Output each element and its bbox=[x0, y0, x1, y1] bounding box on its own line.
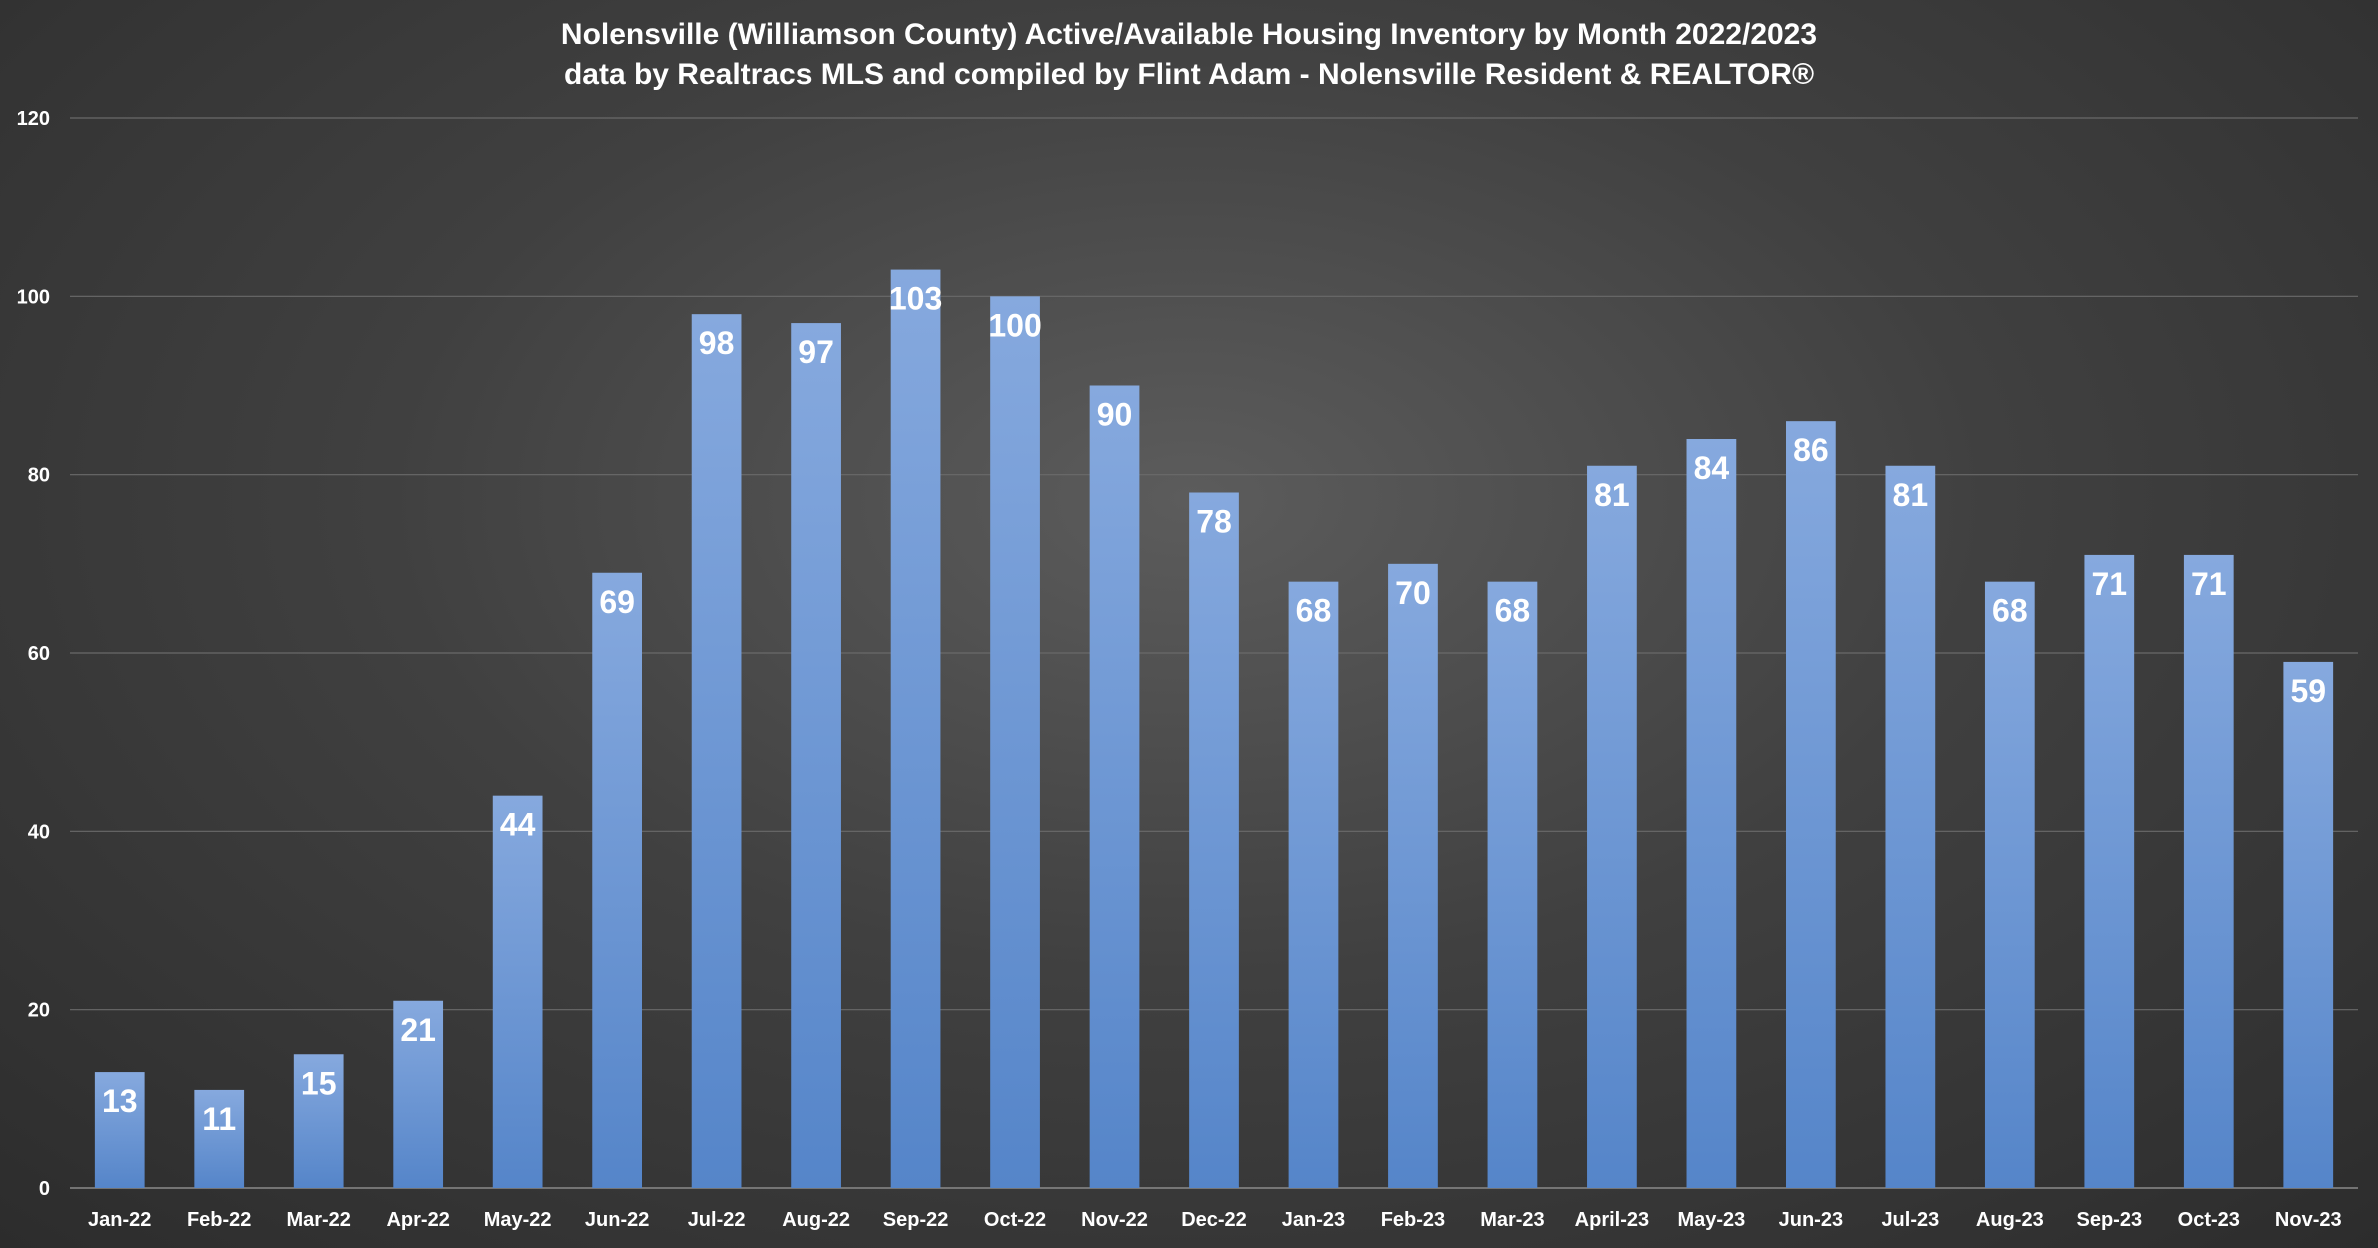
chart-title: Nolensville (Williamson County) Active/A… bbox=[561, 18, 1817, 51]
x-tick-label-Mar-22: Mar-22 bbox=[286, 1209, 350, 1231]
bar-May-22 bbox=[492, 795, 543, 1188]
bar-Apr-22 bbox=[393, 1000, 444, 1188]
y-tick-label-20: 20 bbox=[28, 1000, 50, 1022]
data-label-May-23: 84 bbox=[1694, 450, 1730, 486]
x-tick-label-Feb-22: Feb-22 bbox=[187, 1209, 251, 1231]
data-label-Mar-23: 68 bbox=[1495, 593, 1531, 629]
x-tick-label-Nov-22: Nov-22 bbox=[1081, 1209, 1148, 1231]
y-tick-label-100: 100 bbox=[17, 286, 50, 308]
x-tick-label-Jan-22: Jan-22 bbox=[88, 1209, 151, 1231]
gridlines bbox=[70, 117, 2358, 1189]
x-tick-label-Jun-23: Jun-23 bbox=[1779, 1209, 1843, 1231]
bar-Feb-23 bbox=[1388, 563, 1438, 1188]
bar-Aug-22 bbox=[791, 323, 841, 1188]
x-tick-label-Sep-22: Sep-22 bbox=[883, 1209, 949, 1231]
x-tick-label-May-23: May-23 bbox=[1677, 1209, 1745, 1231]
data-label-Sep-23: 71 bbox=[2092, 566, 2128, 602]
chart-subtitle: data by Realtracs MLS and compiled by Fl… bbox=[564, 58, 1814, 91]
bar-Sep-23 bbox=[2084, 554, 2135, 1188]
y-axis-ticks: 0 20 40 60 80 100 120 bbox=[17, 108, 50, 1200]
x-tick-label-Feb-23: Feb-23 bbox=[1381, 1209, 1445, 1231]
bar-Nov-23 bbox=[2283, 661, 2334, 1188]
y-tick-label-0: 0 bbox=[39, 1178, 50, 1200]
x-tick-label-Oct-23: Oct-23 bbox=[2178, 1209, 2240, 1231]
x-axis-ticks: Jan-22 Feb-22 Mar-22 Apr-22 May-22 Jun-22 Jul-… bbox=[88, 1209, 2342, 1231]
data-label-Jul-22: 98 bbox=[699, 325, 735, 361]
data-label-Feb-23: 70 bbox=[1395, 575, 1431, 611]
x-tick-label-Nov-23: Nov-23 bbox=[2275, 1209, 2342, 1231]
bars bbox=[94, 269, 2334, 1189]
x-tick-label-May-22: May-22 bbox=[484, 1209, 552, 1231]
data-label-Aug-23: 68 bbox=[1992, 593, 2028, 629]
data-label-Feb-22: 11 bbox=[202, 1101, 236, 1137]
y-tick-label-120: 120 bbox=[17, 108, 50, 130]
x-tick-label-April-23: April-23 bbox=[1575, 1209, 1649, 1231]
bar-Jul-22 bbox=[691, 314, 742, 1189]
x-tick-label-Jun-22: Jun-22 bbox=[585, 1209, 649, 1231]
x-tick-label-Aug-23: Aug-23 bbox=[1976, 1209, 2044, 1231]
y-tick-label-40: 40 bbox=[28, 821, 50, 843]
bar-Jun-22 bbox=[592, 572, 642, 1188]
data-label-Mar-22: 15 bbox=[301, 1065, 337, 1101]
bar-Jun-23 bbox=[1786, 421, 1836, 1189]
data-label-Nov-22: 90 bbox=[1097, 397, 1133, 433]
data-label-Aug-22: 97 bbox=[798, 334, 834, 370]
bar-Jul-23 bbox=[1885, 465, 1936, 1188]
x-tick-label-Jan-23: Jan-23 bbox=[1282, 1209, 1345, 1231]
x-tick-label-Aug-22: Aug-22 bbox=[782, 1209, 850, 1231]
data-label-Jan-22: 13 bbox=[102, 1083, 138, 1119]
data-label-Sep-22: 103 bbox=[889, 281, 942, 317]
bar-Sep-22 bbox=[890, 269, 941, 1188]
data-label-Dec-22: 78 bbox=[1196, 504, 1232, 540]
data-label-Jun-22: 69 bbox=[599, 584, 635, 620]
x-tick-label-Jul-23: Jul-23 bbox=[1881, 1209, 1939, 1231]
x-tick-label-Apr-22: Apr-22 bbox=[386, 1209, 449, 1231]
data-label-Oct-23: 71 bbox=[2191, 566, 2227, 602]
bar-Oct-22 bbox=[990, 296, 1040, 1188]
bar-Dec-22 bbox=[1189, 492, 1239, 1188]
bar-May-23 bbox=[1686, 439, 1737, 1188]
data-label-Nov-23: 59 bbox=[2290, 673, 2326, 709]
data-label-Oct-22: 100 bbox=[988, 307, 1041, 343]
bar-Nov-22 bbox=[1089, 385, 1140, 1188]
x-tick-label-Dec-22: Dec-22 bbox=[1181, 1209, 1247, 1231]
data-label-Jun-23: 86 bbox=[1793, 432, 1829, 468]
bar-Oct-23 bbox=[2183, 554, 2234, 1188]
data-label-Apr-22: 21 bbox=[400, 1012, 436, 1048]
x-tick-label-Oct-22: Oct-22 bbox=[984, 1209, 1046, 1231]
data-labels: 13 11 15 21 44 69 98 97 103 100 90 78 68 70 68 81 84 86 81… bbox=[102, 281, 2326, 1137]
data-label-April-23: 81 bbox=[1594, 477, 1630, 513]
bar-Jan-23 bbox=[1288, 581, 1339, 1188]
y-tick-label-80: 80 bbox=[28, 465, 50, 487]
data-label-May-22: 44 bbox=[500, 807, 536, 843]
data-label-Jul-23: 81 bbox=[1893, 477, 1929, 513]
x-tick-label-Mar-23: Mar-23 bbox=[1480, 1209, 1544, 1231]
bar-Mar-23 bbox=[1487, 581, 1538, 1188]
bar-Mar-22 bbox=[293, 1054, 344, 1188]
data-label-Jan-23: 68 bbox=[1296, 593, 1332, 629]
bar-Feb-22 bbox=[194, 1089, 245, 1188]
x-tick-label-Jul-22: Jul-22 bbox=[688, 1209, 746, 1231]
bar-Aug-23 bbox=[1984, 581, 2035, 1188]
y-tick-label-60: 60 bbox=[28, 643, 50, 665]
bar-April-23 bbox=[1587, 465, 1637, 1188]
bar-Jan-22 bbox=[94, 1072, 145, 1188]
x-tick-label-Sep-23: Sep-23 bbox=[2077, 1209, 2143, 1231]
